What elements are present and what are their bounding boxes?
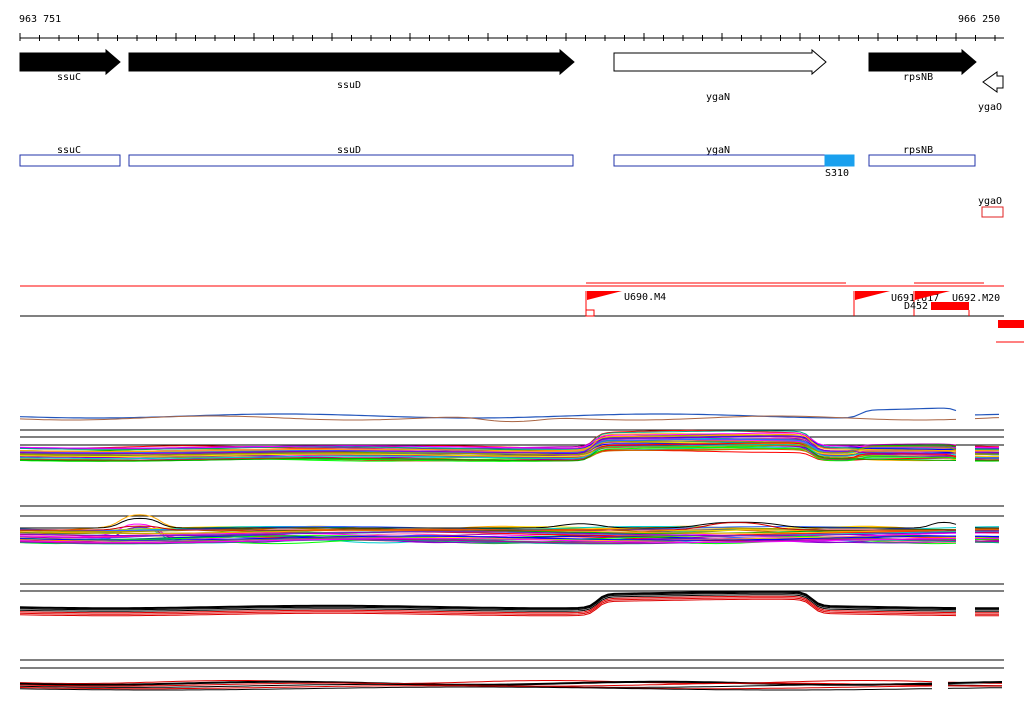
annotation-box-ssud[interactable] (129, 155, 573, 166)
annotation-label-ygao: ygaO (978, 196, 1002, 207)
feature-track: U690.M4 U691.U17 U692.M20 D452 (20, 283, 1024, 342)
annotation-box-ssuc[interactable] (20, 155, 120, 166)
annotation-box-ygan[interactable] (614, 155, 854, 166)
coordinate-ruler: 963 751 966 250 (19, 14, 1004, 41)
gene-arrow-ssuc[interactable] (20, 50, 120, 74)
track1-top-line (975, 418, 999, 419)
ruler-start-label: 963 751 (19, 14, 61, 25)
annotation-box-ygao[interactable] (982, 207, 1003, 217)
gene-arrow-ygan[interactable] (614, 50, 826, 74)
gene-arrow-rpsnb[interactable] (869, 50, 976, 74)
site-box-s310[interactable] (825, 155, 854, 166)
annotation-box-rpsnb[interactable] (869, 155, 975, 166)
annotation-track: ssuC ssuD ygaN S310 rpsNB ygaO (20, 145, 1003, 217)
track2-series-line (975, 542, 999, 543)
feature-block-d452[interactable] (931, 302, 969, 310)
gene-label-ssud: ssuD (337, 80, 361, 91)
gene-arrow-ygao[interactable] (983, 72, 1003, 92)
track4-series-line (948, 688, 1002, 689)
expression-tracks (20, 408, 1004, 690)
feature-label-d452: D452 (904, 301, 928, 312)
annotation-label-ssuc: ssuC (57, 145, 81, 156)
feature-flag-u690[interactable] (587, 291, 622, 300)
site-label-s310: S310 (825, 168, 849, 179)
ruler-ticks (20, 33, 995, 41)
gene-label-ygao: ygaO (978, 102, 1002, 113)
gene-label-ssuc: ssuC (57, 72, 81, 83)
feature-box-u690 (586, 310, 594, 316)
feature-label-u690: U690.M4 (624, 292, 666, 303)
annotation-label-ygan: ygaN (706, 145, 730, 156)
track4-series-line (948, 682, 1002, 683)
gene-track: ssuC ssuD ygaN rpsNB ygaO (20, 50, 1003, 113)
feature-block-edge[interactable] (998, 320, 1024, 328)
ruler-end-label: 966 250 (958, 14, 1000, 25)
annotation-label-ssud: ssuD (337, 145, 361, 156)
gene-label-rpsnb: rpsNB (903, 72, 933, 83)
annotation-label-rpsnb: rpsNB (903, 145, 933, 156)
gene-arrow-ssud[interactable] (129, 50, 574, 74)
track1-top-line (975, 414, 999, 415)
gene-label-ygan: ygaN (706, 92, 730, 103)
feature-flag-u691[interactable] (855, 291, 890, 300)
track1-top-line (20, 416, 956, 422)
track2-series-line (975, 541, 999, 542)
